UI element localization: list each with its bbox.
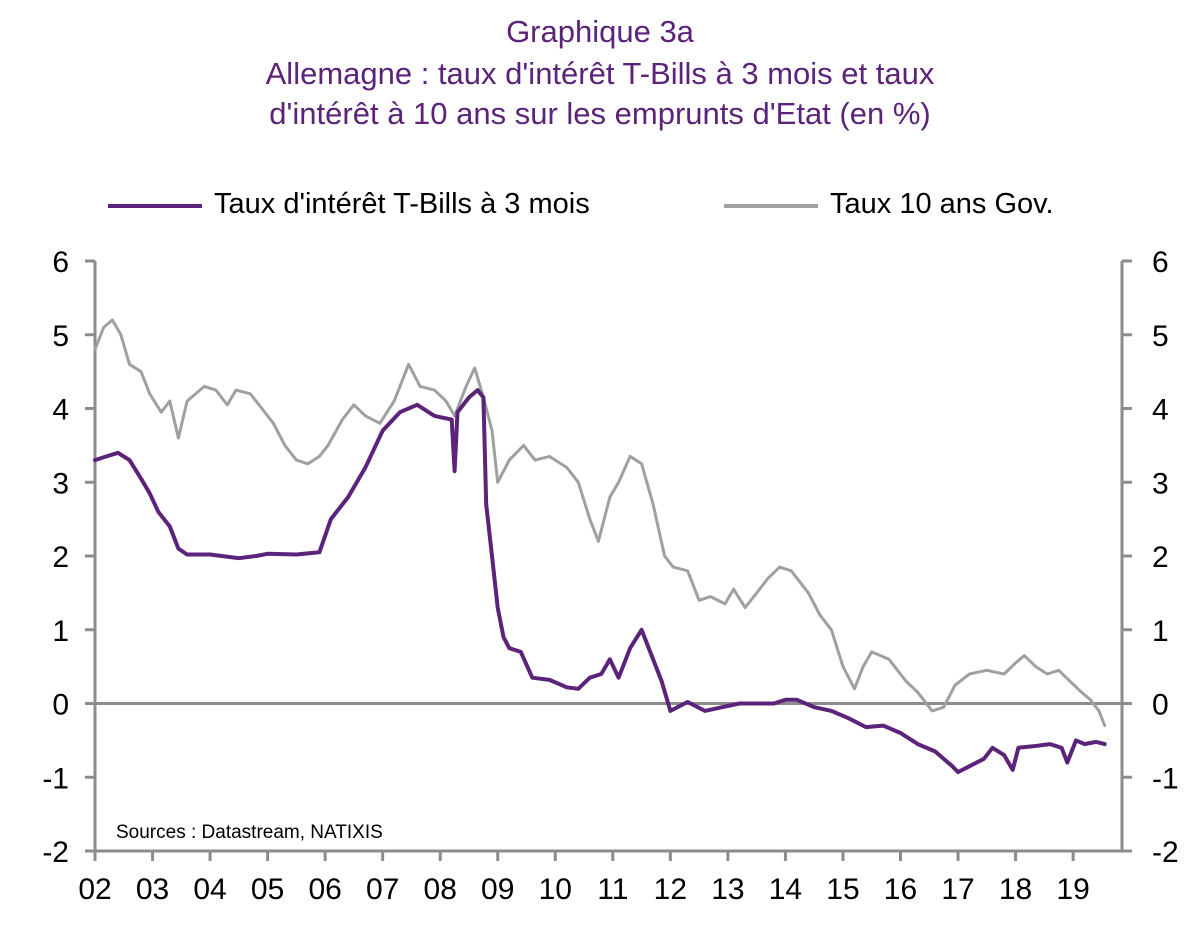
x-tick-label: 06 xyxy=(308,873,341,906)
y-tick-label-right: -2 xyxy=(1152,836,1179,869)
y-tick-label-right: 5 xyxy=(1152,320,1169,353)
y-tick-label-right: 3 xyxy=(1152,467,1169,500)
x-tick-label: 02 xyxy=(78,873,111,906)
y-tick-label-right: -1 xyxy=(1152,762,1179,795)
x-tick-label: 03 xyxy=(136,873,169,906)
legend-label-tbills: Taux d'intérêt T-Bills à 3 mois xyxy=(214,188,590,220)
y-tick-label-left: 0 xyxy=(52,689,69,722)
x-tick-label: 04 xyxy=(193,873,226,906)
legend-swatch-tbills xyxy=(108,204,202,208)
x-tick-label: 19 xyxy=(1056,873,1089,906)
x-tick-label: 16 xyxy=(884,873,917,906)
x-tick-label: 14 xyxy=(769,873,802,906)
y-tick-label-left: 4 xyxy=(52,394,69,427)
y-tick-label-right: 6 xyxy=(1152,246,1169,279)
y-tick-label-right: 0 xyxy=(1152,689,1169,722)
legend-swatch-10y xyxy=(724,204,818,208)
y-tick-label-right: 2 xyxy=(1152,541,1169,574)
y-tick-label-left: 5 xyxy=(52,320,69,353)
y-tick-label-left: 1 xyxy=(52,615,69,648)
y-tick-label-left: 2 xyxy=(52,541,69,574)
x-tick-label: 17 xyxy=(941,873,974,906)
x-tick-label: 09 xyxy=(481,873,514,906)
series-line-tbills-3m xyxy=(93,388,1107,775)
x-tick-label: 10 xyxy=(539,873,572,906)
x-tick-label: 08 xyxy=(424,873,457,906)
x-tick-label: 13 xyxy=(711,873,744,906)
x-tick-label: 15 xyxy=(826,873,859,906)
y-tick-label-left: -2 xyxy=(42,836,69,869)
chart-subtitle-line1: Allemagne : taux d'intérêt T-Bills à 3 m… xyxy=(265,56,935,91)
y-tick-label-left: 6 xyxy=(52,246,69,279)
y-tick-label-left: -1 xyxy=(42,762,69,795)
series-line-gov-10y xyxy=(93,318,1107,728)
x-tick-label: 11 xyxy=(597,873,628,906)
y-tick-label-left: 3 xyxy=(52,467,69,500)
x-tick-label: 07 xyxy=(366,873,399,906)
chart-subtitle-line2: d'intérêt à 10 ans sur les emprunts d'Et… xyxy=(269,96,931,131)
chart-title: Graphique 3a xyxy=(506,14,694,49)
x-tick-label: 12 xyxy=(654,873,687,906)
x-tick-label: 05 xyxy=(251,873,284,906)
x-tick-label: 18 xyxy=(999,873,1032,906)
y-tick-label-right: 4 xyxy=(1152,394,1169,427)
y-tick-label-right: 1 xyxy=(1152,615,1169,648)
source-note: Sources : Datastream, NATIXIS xyxy=(116,822,383,843)
legend-label-10y: Taux 10 ans Gov. xyxy=(830,188,1054,220)
